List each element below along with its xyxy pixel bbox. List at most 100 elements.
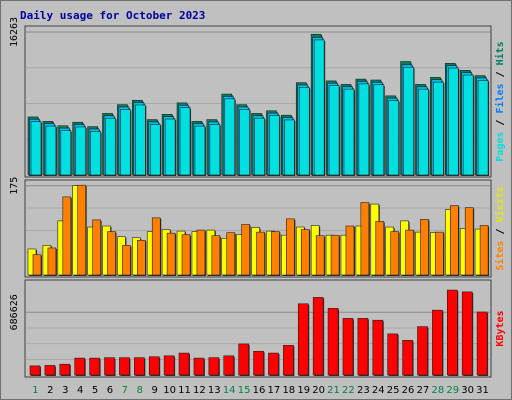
- day-label-16: 16: [253, 385, 266, 396]
- day-label-12: 12: [193, 385, 206, 396]
- chart-title: Daily usage for October 2023: [20, 9, 205, 22]
- bar-pages-day-28: [433, 81, 444, 176]
- bar-kbytes-day-31: [476, 311, 488, 376]
- bar-sites-day-10: [166, 232, 176, 276]
- bar-sites-day-30: [464, 207, 474, 276]
- bar-kbytes-day-11: [178, 352, 190, 376]
- bar-sites-day-13: [211, 235, 221, 276]
- bar-sites-day-12: [196, 229, 206, 276]
- bar-kbytes-day-22: [342, 318, 354, 376]
- bar-kbytes-day-4: [74, 357, 86, 376]
- bar-sites-day-25: [390, 231, 399, 276]
- day-label-28: 28: [431, 385, 444, 396]
- bar-sites-day-5: [92, 219, 101, 276]
- bar-kbytes-day-7: [119, 357, 130, 376]
- day-label-1: 1: [32, 385, 38, 396]
- day-labels: 1 2 3 4 5 6 7 8 9 10 11 12 13 14 15 16 17 18 19 20 21 22 23 24 2…: [32, 385, 489, 396]
- bar-kbytes-day-13: [208, 357, 220, 376]
- day-label-18: 18: [282, 385, 295, 396]
- bar-pages-day-10: [164, 118, 176, 176]
- bar-sites-day-19: [300, 229, 310, 276]
- bar-pages-day-12: [194, 125, 206, 176]
- bar-kbytes-day-9: [148, 356, 160, 376]
- bar-pages-day-31: [477, 80, 489, 176]
- bar-pages-day-21: [328, 85, 340, 176]
- bar-pages-day-11: [179, 107, 191, 176]
- day-label-8: 8: [137, 385, 143, 396]
- bar-sites-day-20: [315, 235, 325, 276]
- bar-pages-day-30: [462, 74, 474, 176]
- day-label-19: 19: [297, 385, 310, 396]
- chart-panels: 16263 Pages / Files / Hits 175 Sites / Visi…: [9, 17, 506, 378]
- bar-kbytes-day-8: [134, 357, 145, 376]
- bar-pages-day-29: [447, 67, 459, 176]
- legend-kbytes: KBytes: [495, 310, 506, 346]
- panel-kbytes-legend: KBytes: [495, 310, 506, 346]
- legend-hits: Hits: [494, 41, 506, 65]
- panel-visits-sites-max-label: 175: [9, 177, 20, 195]
- bar-kbytes-day-12: [193, 357, 205, 376]
- bar-pages-day-7: [120, 109, 131, 176]
- bar-sites-day-16: [256, 231, 265, 276]
- day-label-14: 14: [223, 385, 236, 396]
- bar-sites-day-17: [271, 231, 280, 276]
- day-label-2: 2: [47, 385, 53, 396]
- bar-kbytes-day-3: [59, 363, 71, 376]
- bar-kbytes-day-26: [402, 339, 413, 376]
- bar-kbytes-day-19: [297, 303, 309, 376]
- bar-kbytes-day-17: [268, 352, 279, 376]
- bar-pages-day-2: [45, 125, 57, 176]
- day-label-3: 3: [62, 385, 68, 396]
- bar-sites-day-22: [345, 225, 355, 276]
- bar-kbytes-day-21: [327, 308, 339, 376]
- bar-pages-day-6: [105, 117, 116, 176]
- bar-kbytes-day-15: [238, 343, 249, 376]
- bar-sites-day-15: [241, 224, 250, 276]
- day-label-27: 27: [417, 385, 430, 396]
- bar-sites-day-3: [62, 196, 72, 276]
- bar-pages-day-15: [239, 109, 250, 176]
- bar-pages-day-18: [284, 119, 295, 176]
- bar-sites-day-7: [122, 245, 131, 276]
- bar-pages-day-5: [90, 131, 101, 176]
- bar-kbytes-day-27: [417, 326, 428, 376]
- day-label-15: 15: [238, 385, 251, 396]
- bar-sites-day-8: [137, 240, 146, 276]
- bar-kbytes-day-5: [89, 357, 100, 376]
- legend-pages: Pages: [495, 132, 506, 162]
- day-label-17: 17: [268, 385, 281, 396]
- bar-kbytes-day-20: [312, 297, 324, 376]
- bar-kbytes-day-2: [44, 365, 56, 376]
- bar-pages-day-20: [313, 39, 325, 176]
- bar-kbytes-day-18: [283, 345, 294, 376]
- bar-kbytes-day-1: [29, 365, 41, 376]
- panel-hits-files-pages-max-label: 16263: [9, 17, 20, 47]
- legend-separator: /: [495, 114, 506, 132]
- bar-sites-day-14: [226, 232, 236, 276]
- bar-sites-day-31: [479, 225, 489, 276]
- bar-sites-day-28: [435, 231, 444, 276]
- panel-visits-sites: 175 Sites / Visits: [9, 177, 506, 278]
- bar-sites-day-18: [286, 218, 295, 276]
- day-label-21: 21: [327, 385, 340, 396]
- bar-pages-day-19: [298, 87, 310, 176]
- day-label-31: 31: [476, 385, 489, 396]
- panel-kbytes-max-label: 686626: [9, 294, 20, 330]
- bar-sites-day-26: [405, 229, 414, 276]
- legend-separator: /: [495, 222, 506, 240]
- bar-sites-day-6: [107, 231, 116, 276]
- day-label-22: 22: [342, 385, 355, 396]
- day-label-6: 6: [107, 385, 113, 396]
- day-label-10: 10: [163, 385, 176, 396]
- day-label-24: 24: [372, 385, 385, 396]
- bar-pages-day-4: [75, 126, 87, 176]
- bar-sites-day-1: [32, 254, 42, 276]
- day-label-7: 7: [122, 385, 128, 396]
- panel-hits-files-pages: 16263 Pages / Files / Hits: [9, 17, 506, 178]
- day-label-20: 20: [312, 385, 325, 396]
- day-label-4: 4: [77, 385, 83, 396]
- day-label-26: 26: [402, 385, 415, 396]
- day-label-11: 11: [178, 385, 191, 396]
- bar-pages-day-3: [60, 130, 72, 176]
